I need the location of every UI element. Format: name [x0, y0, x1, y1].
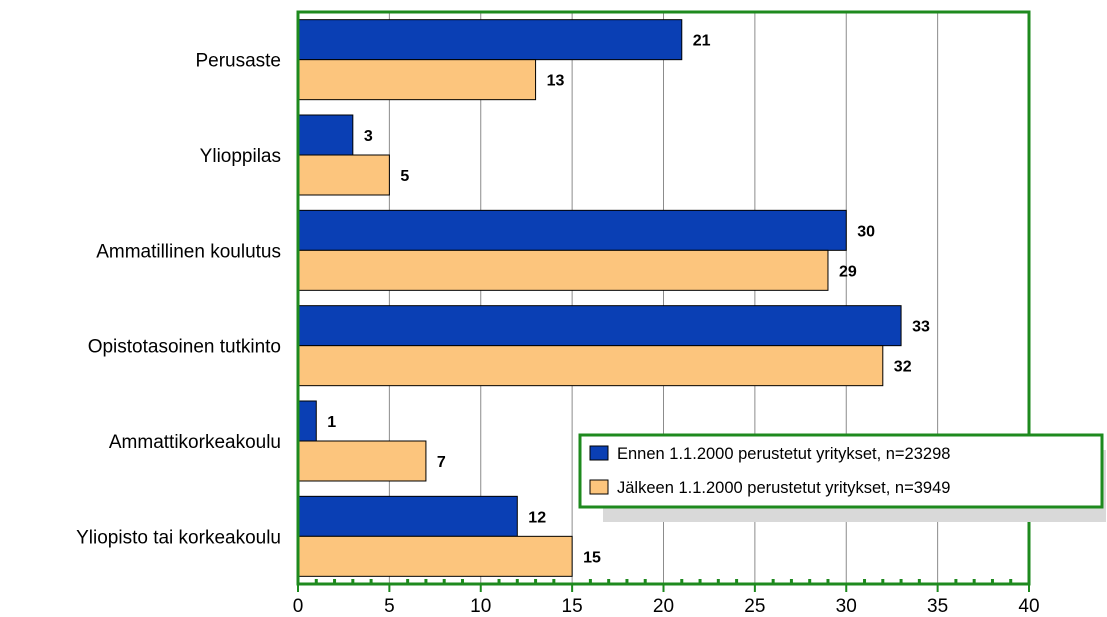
category-label: Ylioppilas [200, 146, 281, 167]
bar [297, 305, 902, 347]
data-label: 5 [400, 168, 409, 185]
data-label: 15 [583, 549, 601, 566]
x-tick-label: 0 [293, 596, 304, 617]
legend-label-series-1: Ennen 1.1.2000 perustetut yritykset, n=2… [617, 445, 950, 463]
legend-swatch-series-1 [589, 445, 609, 461]
data-label: 13 [547, 73, 565, 90]
x-tick-label: 10 [470, 596, 491, 617]
data-label: 3 [364, 128, 373, 145]
bar [297, 495, 518, 537]
data-label: 33 [912, 319, 930, 336]
bar [297, 440, 427, 482]
x-tick-label: 35 [927, 596, 948, 617]
x-tick-label: 20 [653, 596, 674, 617]
bar [297, 345, 884, 387]
bars [297, 19, 902, 577]
bar [297, 209, 847, 251]
data-label: 21 [693, 33, 711, 50]
category-label: Ammatillinen koulutus [96, 241, 281, 262]
category-label: Ammattikorkeakoulu [109, 432, 281, 453]
bar [297, 154, 390, 196]
x-tick-label: 25 [744, 596, 765, 617]
data-labels: 21 13 3 5 30 29 33 32 1 7 12 15 [327, 33, 930, 567]
legend-swatch-series-2 [589, 479, 609, 495]
x-tick-label: 5 [384, 596, 395, 617]
data-label: 30 [857, 223, 875, 240]
bar [297, 535, 573, 577]
bar [297, 19, 683, 61]
legend-box [578, 433, 1104, 509]
data-label: 1 [327, 414, 336, 431]
data-label: 29 [839, 263, 857, 280]
data-label: 32 [894, 359, 912, 376]
legend: Ennen 1.1.2000 perustetut yritykset, n=2… [578, 433, 1106, 522]
bar [297, 400, 317, 442]
x-axis-ticks: 0 5 10 15 20 25 30 35 40 [293, 579, 1040, 617]
category-label: Opistotasoinen tutkinto [88, 337, 281, 358]
bar [297, 114, 354, 156]
category-labels: Perusaste Ylioppilas Ammatillinen koulutus… [76, 51, 281, 549]
x-tick-label: 15 [562, 596, 583, 617]
bar [297, 249, 829, 291]
grid-lines [388, 12, 939, 584]
category-label: Perusaste [195, 51, 281, 72]
bar [297, 59, 537, 101]
category-label: Yliopisto tai korkeakoulu [76, 527, 281, 548]
legend-label-series-2: Jälkeen 1.1.2000 perustetut yritykset, n… [617, 479, 950, 497]
x-tick-label: 40 [1018, 596, 1039, 617]
data-label: 7 [437, 454, 446, 471]
x-tick-label: 30 [836, 596, 857, 617]
data-label: 12 [528, 509, 546, 526]
